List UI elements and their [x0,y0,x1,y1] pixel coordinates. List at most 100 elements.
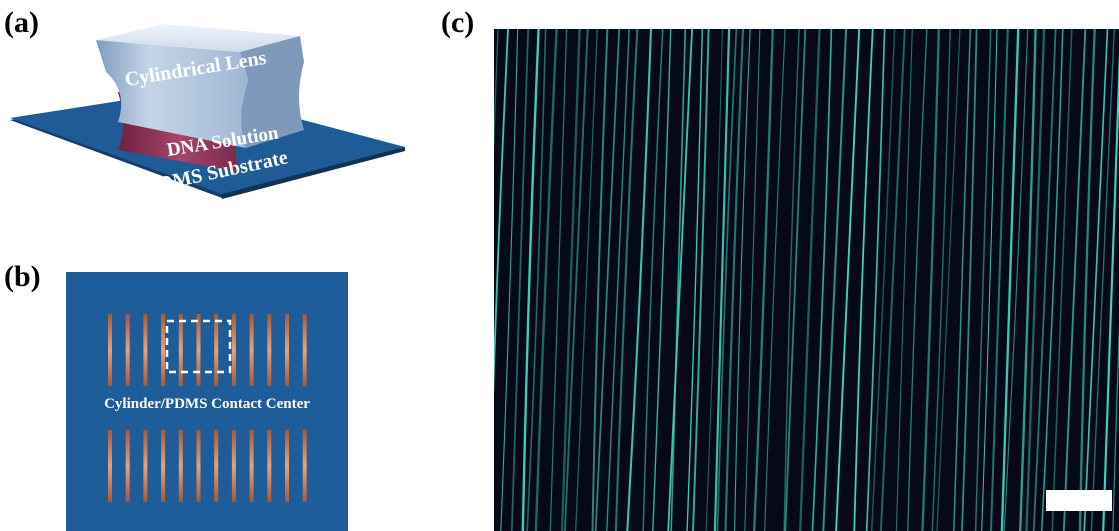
dna-stripe [302,430,307,502]
dna-strand [560,29,581,531]
dna-stripe [143,430,148,502]
dna-strand [614,29,639,531]
dna-strand [526,29,547,531]
dna-strand [1040,29,1064,531]
dna-strand [724,29,745,531]
dna-strand [936,29,961,531]
dna-strand [1078,29,1096,531]
contact-center-label: Cylinder/PDMS Contact Center [104,396,310,412]
dna-strand [692,29,710,531]
dna-stripe [161,314,166,386]
dna-strand [667,29,694,531]
dna-stripe [178,430,183,502]
dna-strand [1083,29,1109,531]
dna-stripe [108,314,112,386]
dna-strand [953,29,972,531]
scale-bar [1046,490,1112,511]
dna-stripe [214,314,219,386]
dna-strand [835,29,861,531]
dna-strand [575,29,598,531]
dna-strand [521,29,540,531]
dna-strand [1102,47,1119,531]
dna-strand [626,29,653,531]
dna-strand [500,29,519,531]
dna-stripe [285,314,289,386]
dna-strand [510,29,530,531]
dna-strand [563,29,589,531]
panel-label-b: (b) [4,260,41,293]
stripe-pattern-diagram: Cylinder/PDMS Contact Center [66,272,348,531]
dna-stripe [196,430,201,502]
dna-strand [594,29,621,531]
dna-strand [1000,29,1020,531]
dna-strand [753,29,774,531]
dna-strand [1032,29,1057,531]
dna-strand [853,29,874,531]
dna-stripe [249,430,254,502]
dna-stripe [267,430,272,502]
dna-strand [494,29,509,395]
dna-strand [1090,29,1115,531]
dna-stripes-top [108,314,307,386]
dna-strand [764,29,786,531]
dna-strand [784,29,807,531]
dna-strand [1025,29,1046,531]
dna-stripe [143,314,148,386]
stretched-dna-strands [494,29,1119,531]
dna-strand [1062,29,1087,531]
dna-stripe [302,314,307,386]
dna-strand [981,29,998,531]
dna-stripe [231,430,236,502]
panel-label-a: (a) [4,6,39,39]
dna-strand [865,29,886,531]
dna-strand [705,29,723,531]
dna-strand [870,29,896,531]
dna-stripe [267,314,272,386]
dna-stripe [214,430,219,502]
dna-strand [822,29,848,531]
dna-strand [1051,29,1073,531]
dna-strand [961,29,978,531]
dna-strand [606,29,630,531]
dna-strand [591,29,609,531]
dna-strand [907,29,928,531]
dna-strand [783,29,800,531]
dna-strand [989,29,1009,531]
dna-strand [686,29,703,531]
dna-strand [642,29,664,531]
dna-strand [713,29,731,531]
dna-strand [744,29,761,531]
dna-fluorescence-micrograph [494,29,1119,531]
dna-stripe [249,314,254,386]
dna-strand [974,29,992,531]
dna-strand [549,29,568,531]
dna-strand [716,29,738,531]
dna-strand [799,29,821,531]
pdms-substrate-top-view [66,272,348,531]
dna-strand [734,29,751,531]
dna-strand [879,29,906,531]
panel-label-c: (c) [441,6,475,39]
dna-strand [921,29,940,531]
schematic-lens-on-substrate: Cylindrical Lens DNA Solution PDMS Subst… [10,24,405,199]
cylindrical-lens [96,24,304,148]
dna-stripe [125,314,130,386]
dna-stripe [196,314,201,386]
dna-stripe [178,314,183,386]
dna-strand [1003,29,1029,531]
dna-stripes-bottom [108,430,307,502]
dna-strand [895,29,913,531]
dna-strand [931,29,951,531]
dna-strand [534,29,558,531]
dna-strand [1019,29,1037,531]
dna-stripe [108,430,112,502]
dna-stripe [285,430,289,502]
dna-stripe [125,430,130,502]
zoom-region-box [165,319,232,374]
dna-strand [670,29,687,531]
dna-stripe [231,314,236,386]
dna-strand [1112,323,1119,531]
dna-stripe [161,430,166,502]
dna-strand [811,29,833,531]
dna-strand [494,29,499,157]
